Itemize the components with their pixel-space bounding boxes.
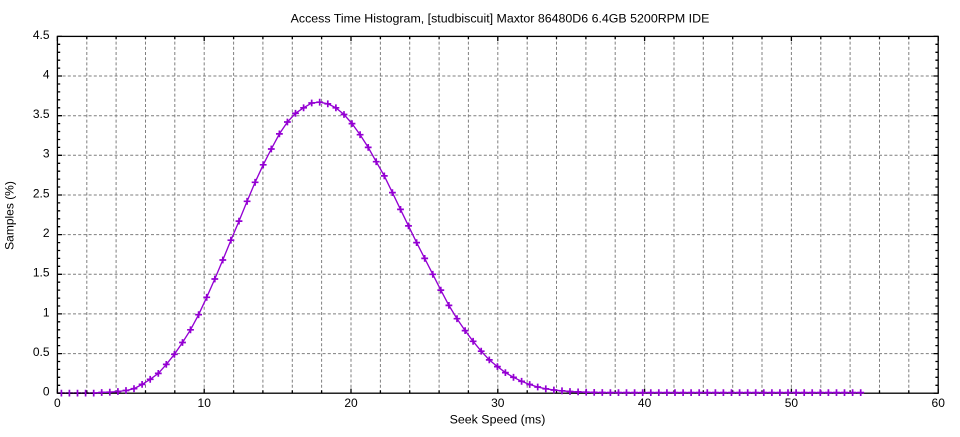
svg-text:10: 10 (198, 396, 212, 410)
svg-text:40: 40 (638, 396, 652, 410)
svg-text:0: 0 (54, 396, 61, 410)
svg-text:3.5: 3.5 (33, 107, 50, 121)
svg-text:50: 50 (785, 396, 799, 410)
svg-text:1.5: 1.5 (33, 266, 50, 280)
svg-text:20: 20 (344, 396, 358, 410)
svg-text:60: 60 (932, 396, 946, 410)
svg-text:4.5: 4.5 (33, 28, 50, 42)
svg-text:30: 30 (491, 396, 505, 410)
svg-text:4: 4 (43, 67, 50, 81)
svg-text:0.5: 0.5 (33, 345, 50, 359)
svg-text:2: 2 (43, 226, 50, 240)
svg-text:3: 3 (43, 147, 50, 161)
svg-text:Samples (%): Samples (%) (2, 181, 16, 250)
svg-text:2.5: 2.5 (33, 186, 50, 200)
svg-text:0: 0 (43, 385, 50, 399)
svg-text:Access Time Histogram, [studbi: Access Time Histogram, [studbiscuit] Max… (291, 11, 710, 25)
svg-text:1: 1 (43, 305, 50, 319)
svg-text:Seek Speed (ms): Seek Speed (ms) (450, 412, 546, 426)
